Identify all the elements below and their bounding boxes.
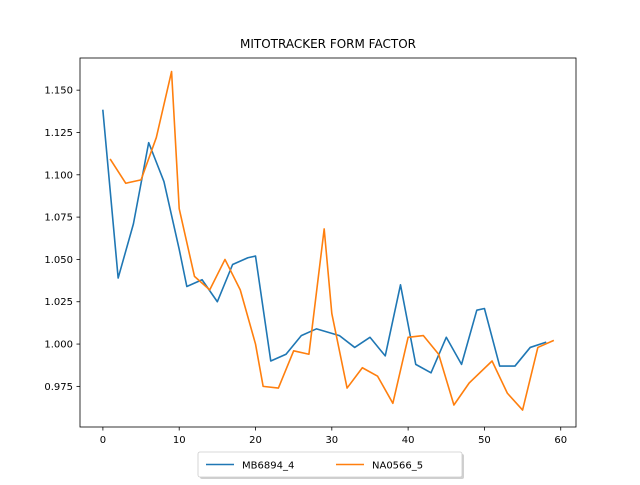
chart-title: MITOTRACKER FORM FACTOR (240, 37, 416, 51)
legend-box (197, 451, 463, 478)
series-line-na0566-5 (109, 70, 555, 411)
y-tick-label: 1.125 (44, 128, 73, 139)
y-tick-label: 1.000 (44, 340, 73, 351)
legend-label: MB6894_4 (242, 461, 294, 472)
x-tick-label: 20 (249, 435, 262, 446)
series-line-mb6894-4 (102, 109, 547, 374)
y-tick-label: 1.150 (44, 86, 73, 97)
legend: MB6894_4 NA0566_5 (197, 451, 464, 479)
axes-frame (79, 57, 577, 428)
x-tick-label: 40 (402, 435, 415, 446)
x-tick-label: 30 (325, 435, 338, 446)
y-tick-label: 1.100 (44, 170, 73, 181)
y-tick-label: 1.050 (44, 255, 73, 266)
x-tick-label: 50 (478, 435, 491, 446)
legend-label: NA0566_5 (372, 461, 423, 472)
y-tick-label: 0.975 (44, 382, 73, 393)
x-tick-label: 10 (173, 435, 186, 446)
axes: 0 10 20 30 40 50 60 0.975 1.000 1.025 1.050 1.075 1.… (44, 57, 577, 446)
y-tick-label: 1.075 (44, 213, 73, 224)
plot-area (102, 70, 555, 411)
x-tick-label: 0 (100, 435, 106, 446)
x-tick-label: 60 (554, 435, 567, 446)
y-tick-label: 1.025 (44, 297, 73, 308)
